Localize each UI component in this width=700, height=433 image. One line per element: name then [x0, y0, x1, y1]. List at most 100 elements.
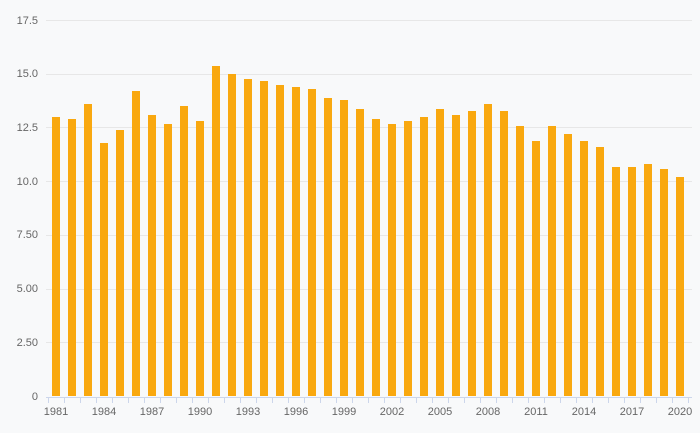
bar-1989[interactable]	[180, 106, 188, 397]
x-axis-label: 1990	[187, 405, 213, 418]
y-axis-label: 12.5	[16, 121, 38, 134]
x-axis-tick	[384, 397, 385, 403]
bar-1988[interactable]	[164, 123, 172, 397]
x-axis-tick	[272, 397, 273, 403]
x-axis-tick	[240, 397, 241, 403]
x-axis-tick	[480, 397, 481, 403]
bar-2009[interactable]	[500, 110, 508, 397]
bar-1993[interactable]	[244, 78, 252, 397]
y-axis-label: 17.5	[16, 14, 38, 27]
bar-1982[interactable]	[68, 119, 76, 397]
y-gridline	[46, 342, 692, 344]
bar-1983[interactable]	[84, 104, 92, 397]
y-axis-label: 2.50	[16, 336, 38, 349]
x-axis-tick	[208, 397, 209, 403]
x-axis-tick	[560, 397, 561, 403]
bar-2007[interactable]	[468, 110, 476, 397]
bar-1994[interactable]	[260, 80, 268, 397]
y-gridline	[46, 73, 692, 75]
y-gridline	[46, 127, 692, 129]
x-axis-tick	[528, 397, 529, 403]
x-axis-tick	[608, 397, 609, 403]
bar-1997[interactable]	[308, 89, 316, 397]
x-axis-tick	[224, 397, 225, 403]
y-axis-label: 10.0	[16, 175, 38, 188]
bar-1992[interactable]	[228, 74, 236, 397]
x-axis-label: 1999	[331, 405, 357, 418]
bar-1984[interactable]	[100, 142, 108, 397]
x-axis-tick	[432, 397, 433, 403]
bar-2014[interactable]	[580, 140, 588, 397]
y-axis-label: 7.50	[16, 229, 38, 242]
bar-2019[interactable]	[660, 168, 668, 397]
bar-2006[interactable]	[452, 115, 460, 397]
bar-2017[interactable]	[628, 166, 636, 397]
y-gridline	[46, 288, 692, 290]
x-axis-tick	[416, 397, 417, 403]
x-axis-tick	[288, 397, 289, 403]
bar-2011[interactable]	[532, 140, 540, 397]
x-axis-tick	[48, 397, 49, 403]
x-axis-tick	[192, 397, 193, 403]
x-axis-tick	[64, 397, 65, 403]
bar-2010[interactable]	[516, 125, 524, 397]
x-axis-tick	[592, 397, 593, 403]
bar-2008[interactable]	[484, 104, 492, 397]
bar-1998[interactable]	[324, 97, 332, 397]
x-axis-label: 2017	[619, 405, 645, 418]
bar-2013[interactable]	[564, 134, 572, 397]
x-axis-line	[46, 396, 692, 398]
x-axis-tick	[96, 397, 97, 403]
x-axis-label: 1981	[43, 405, 69, 418]
bar-2005[interactable]	[436, 108, 444, 397]
x-axis-label: 2014	[571, 405, 597, 418]
bar-2000[interactable]	[356, 108, 364, 397]
bar-1999[interactable]	[340, 99, 348, 397]
y-gridline	[46, 20, 692, 21]
y-axis-label: 15.0	[16, 68, 38, 81]
x-axis-tick	[496, 397, 497, 403]
x-axis-label: 2008	[475, 405, 501, 418]
bar-1996[interactable]	[292, 87, 300, 397]
x-axis-tick	[640, 397, 641, 403]
x-axis-tick	[144, 397, 145, 403]
bar-1986[interactable]	[132, 91, 140, 397]
x-axis-label: 2005	[427, 405, 453, 418]
x-axis-tick	[368, 397, 369, 403]
x-axis-label: 2002	[379, 405, 405, 418]
x-axis-tick	[304, 397, 305, 403]
x-axis-tick	[352, 397, 353, 403]
bar-1990[interactable]	[196, 121, 204, 397]
x-axis-tick	[128, 397, 129, 403]
bar-2015[interactable]	[596, 147, 604, 397]
x-axis-tick	[672, 397, 673, 403]
x-axis-tick	[256, 397, 257, 403]
y-gridline	[46, 234, 692, 236]
x-axis-tick	[512, 397, 513, 403]
x-axis-tick	[656, 397, 657, 403]
x-axis-tick	[624, 397, 625, 403]
bar-2003[interactable]	[404, 121, 412, 397]
bar-1991[interactable]	[212, 65, 220, 397]
bar-2002[interactable]	[388, 123, 396, 397]
x-axis-tick	[112, 397, 113, 403]
bar-2016[interactable]	[612, 166, 620, 397]
x-axis-label: 2020	[667, 405, 693, 418]
bar-2004[interactable]	[420, 117, 428, 397]
x-axis-label: 1987	[139, 405, 165, 418]
x-axis-tick	[464, 397, 465, 403]
bar-2018[interactable]	[644, 164, 652, 397]
x-axis-label: 1996	[283, 405, 309, 418]
y-axis-label: 0	[31, 390, 38, 403]
bar-2001[interactable]	[372, 119, 380, 397]
bar-1981[interactable]	[52, 117, 60, 397]
x-axis-tick	[176, 397, 177, 403]
bar-1987[interactable]	[148, 115, 156, 397]
bar-1985[interactable]	[116, 130, 124, 397]
bar-2012[interactable]	[548, 125, 556, 397]
bar-2020[interactable]	[676, 177, 684, 397]
bar-1995[interactable]	[276, 84, 284, 397]
x-axis-tick	[688, 397, 689, 403]
x-axis-label: 1984	[91, 405, 117, 418]
